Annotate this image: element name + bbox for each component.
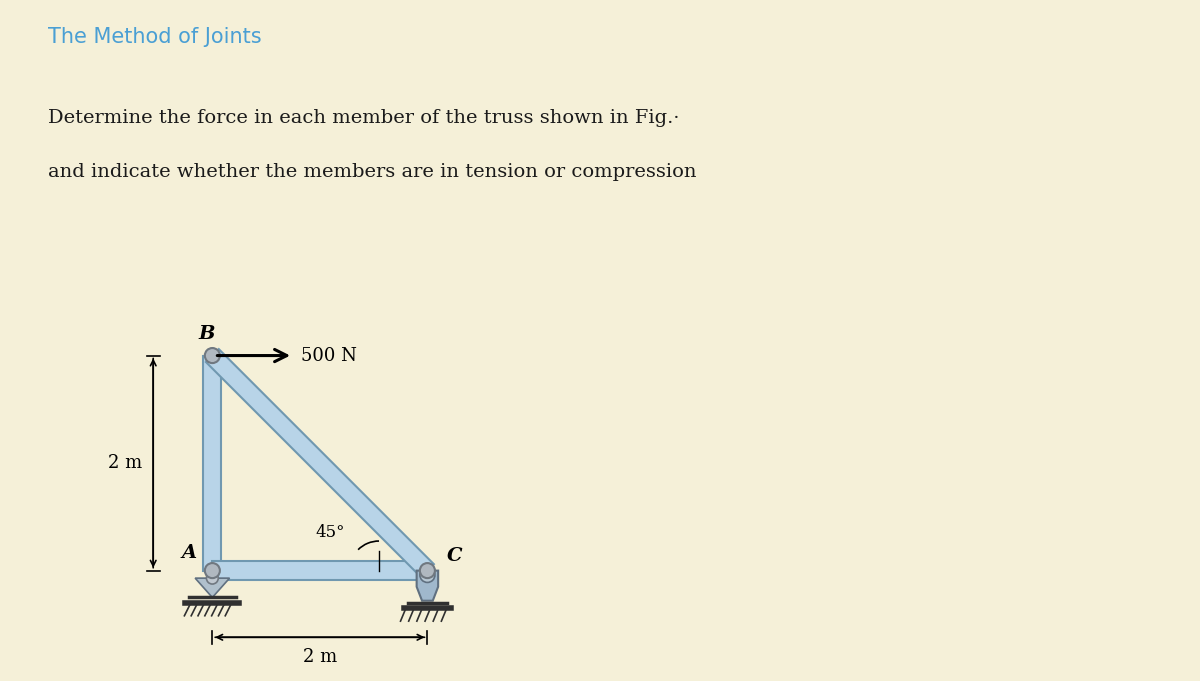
Circle shape bbox=[205, 563, 220, 578]
Text: B: B bbox=[199, 325, 215, 343]
Text: Determine the force in each member of the truss shown in Fig.·: Determine the force in each member of th… bbox=[48, 109, 679, 127]
Circle shape bbox=[420, 563, 434, 578]
Text: C: C bbox=[446, 548, 462, 565]
Text: 2 m: 2 m bbox=[108, 454, 143, 472]
Text: 500 N: 500 N bbox=[300, 347, 356, 364]
Circle shape bbox=[420, 567, 434, 582]
Text: 2 m: 2 m bbox=[302, 648, 337, 666]
Polygon shape bbox=[206, 349, 434, 577]
Polygon shape bbox=[416, 571, 438, 601]
Text: A: A bbox=[181, 544, 197, 562]
Polygon shape bbox=[196, 578, 229, 597]
Text: The Method of Joints: The Method of Joints bbox=[48, 27, 262, 47]
Text: 45°: 45° bbox=[316, 524, 344, 541]
Circle shape bbox=[206, 572, 218, 584]
Polygon shape bbox=[203, 355, 222, 571]
Circle shape bbox=[205, 348, 220, 363]
Polygon shape bbox=[212, 561, 427, 580]
Text: and indicate whether the members are in tension or compression: and indicate whether the members are in … bbox=[48, 163, 696, 181]
